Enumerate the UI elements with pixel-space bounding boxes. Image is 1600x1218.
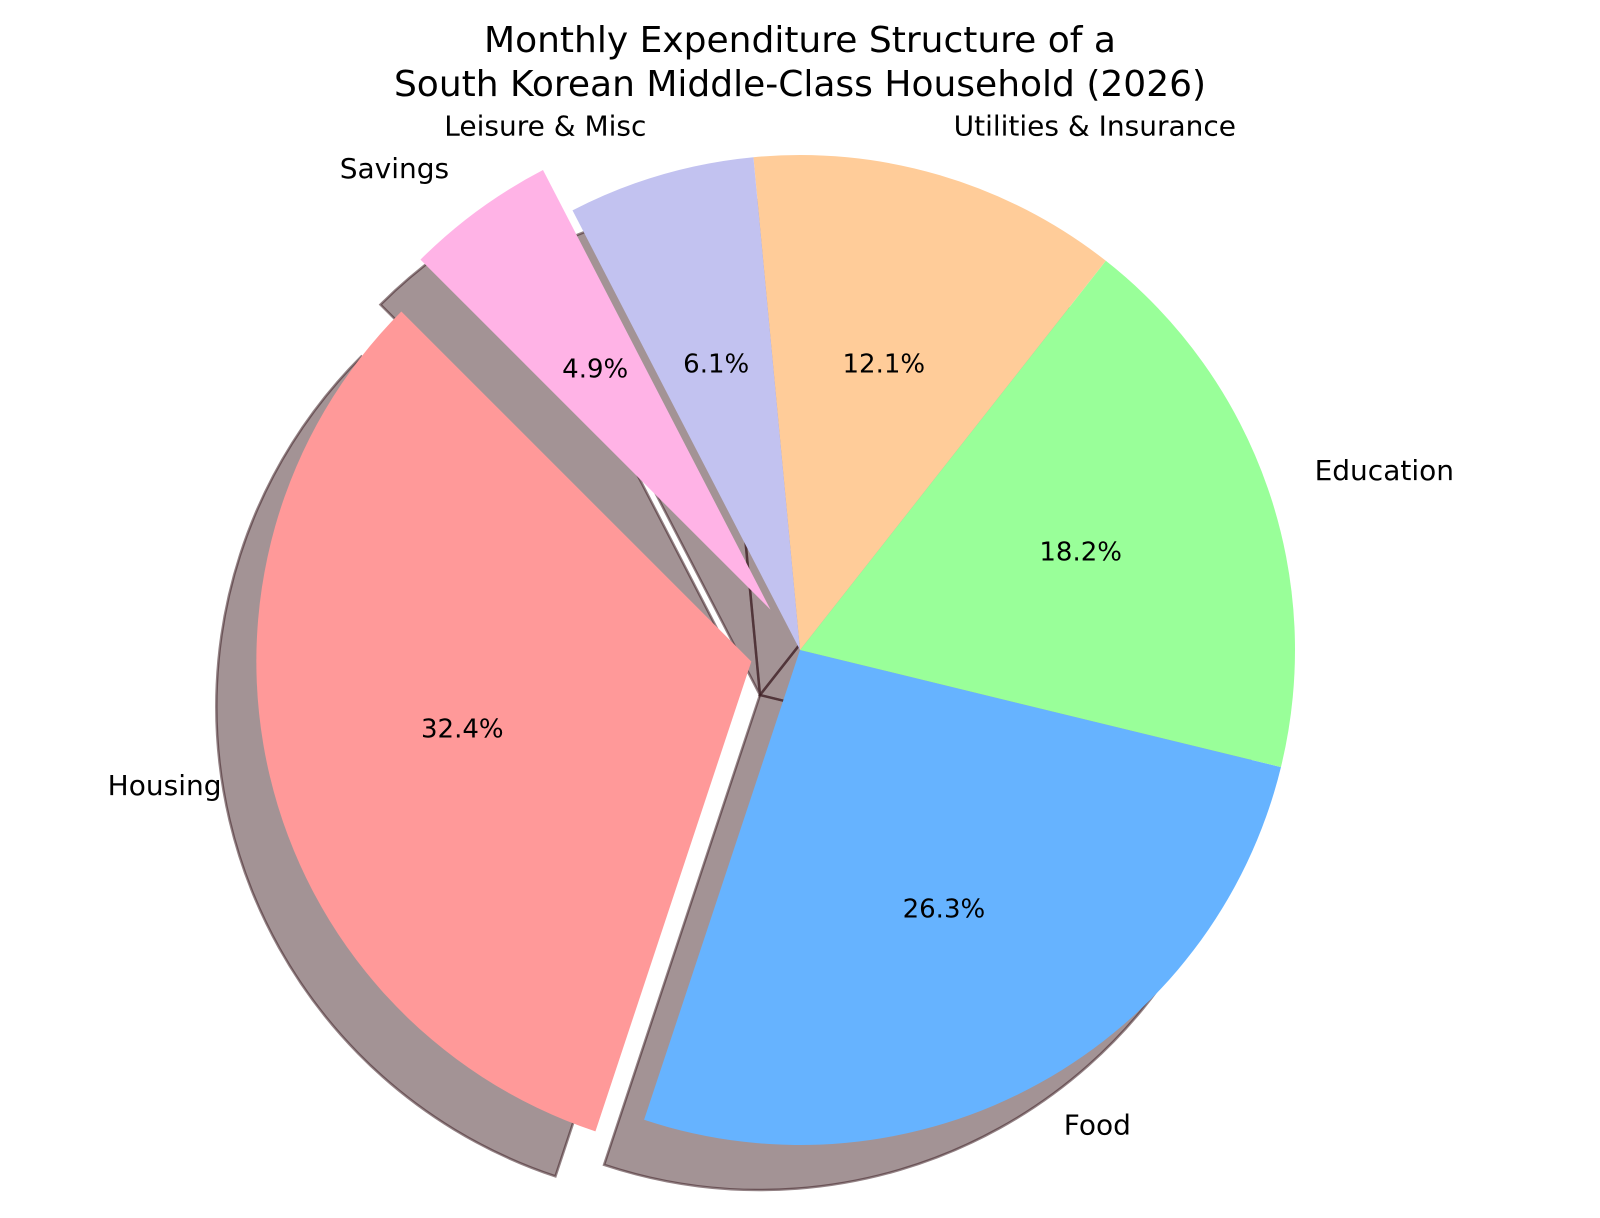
pie-slice-education	[800, 260, 1296, 768]
pct-label-leisure-and-misc: 6.1%	[683, 350, 749, 380]
pie-slice-savings	[420, 170, 771, 610]
slice-label-food: Food	[1064, 1108, 1131, 1141]
label-layer: Housing 32.4% Food 26.3% Education 18.2% Utili…	[108, 110, 1454, 1142]
slice-label-utilities-and-insurance: Utilities & Insurance	[954, 110, 1236, 143]
slice-label-education: Education	[1315, 454, 1454, 487]
slice-label-leisure-and-misc: Leisure & Misc	[444, 110, 646, 143]
pie-slice-leisure-and-misc	[572, 157, 800, 650]
pct-label-education: 18.2%	[1039, 537, 1122, 567]
pie-slice-food	[644, 650, 1281, 1145]
slice-layer	[256, 155, 1296, 1145]
chart-title-line-2: South Korean Middle-Class Household (202…	[394, 64, 1206, 105]
pie-slice-housing	[256, 311, 752, 1132]
chart-title: Monthly Expenditure Structure of a South…	[394, 20, 1206, 105]
pct-label-utilities-and-insurance: 12.1%	[842, 350, 925, 380]
chart-title-line-1: Monthly Expenditure Structure of a	[484, 20, 1116, 61]
slice-label-housing: Housing	[108, 769, 222, 802]
pie-slice-utilities-and-insurance	[753, 155, 1106, 650]
pct-label-housing: 32.4%	[421, 714, 504, 744]
slice-label-savings: Savings	[340, 152, 449, 185]
pct-label-savings: 4.9%	[562, 354, 628, 384]
pct-label-food: 26.3%	[903, 894, 986, 924]
